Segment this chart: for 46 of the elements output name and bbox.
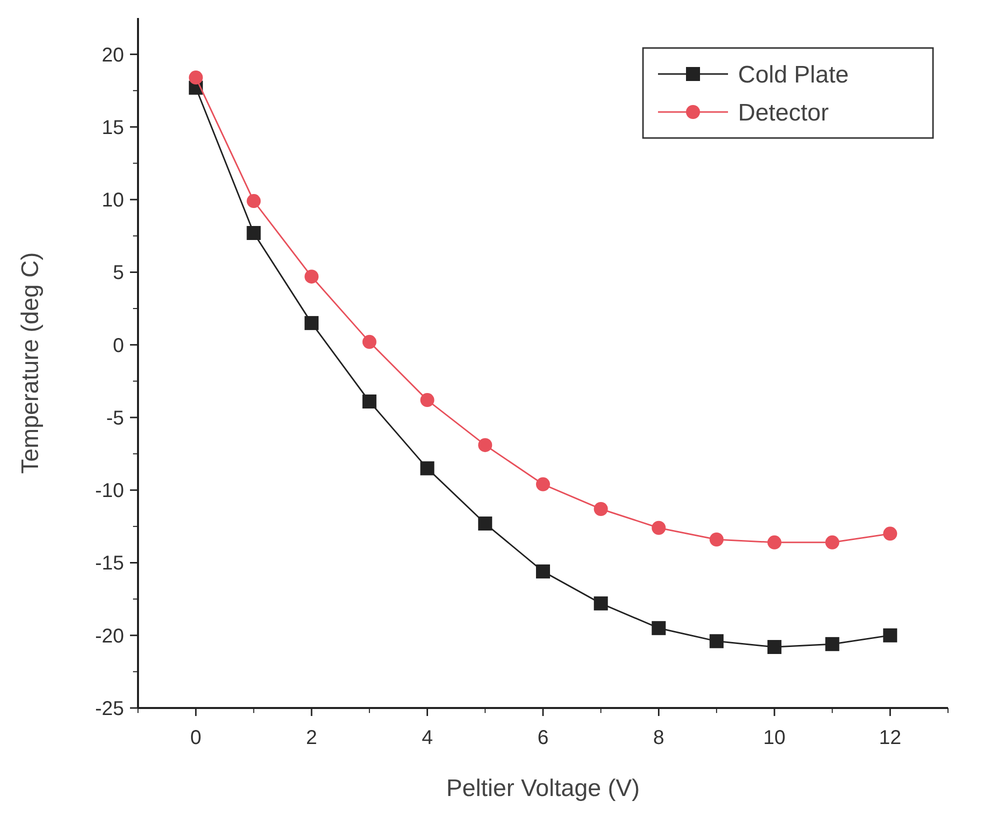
point: [420, 461, 434, 476]
point: [536, 564, 550, 578]
y-tick-label: -15: [95, 552, 124, 575]
point: [420, 393, 434, 408]
y-tick-label: -10: [95, 480, 124, 502]
x-tick-label: 4: [422, 727, 433, 749]
point: [825, 637, 840, 652]
point: [188, 70, 203, 85]
point: [652, 520, 666, 535]
point: [767, 535, 782, 550]
point: [710, 634, 724, 648]
point: [478, 516, 492, 531]
point: [246, 194, 261, 208]
y-tick-label: 5: [112, 262, 124, 284]
point: [767, 640, 782, 654]
point: [825, 535, 840, 550]
legend-label: Detector: [738, 99, 829, 126]
point: [883, 526, 898, 541]
point: [478, 438, 492, 452]
point: [304, 316, 319, 330]
x-tick-label: 12: [879, 727, 902, 749]
point: [652, 621, 666, 636]
y-tick-label: 10: [102, 190, 124, 212]
point: [710, 532, 724, 546]
x-tick-label: 2: [306, 727, 318, 749]
y-tick-label: -5: [106, 407, 124, 430]
point: [594, 596, 608, 610]
y-tick-label: 0: [112, 334, 124, 357]
point: [304, 270, 319, 284]
x-tick-label: 8: [653, 727, 664, 749]
point: [362, 394, 376, 408]
y-tick-label: -20: [95, 625, 124, 648]
y-tick-label: 20: [102, 44, 124, 66]
y-axis-title: Temperature (deg C): [17, 252, 44, 474]
x-axis-title: Peltier Voltage (V): [446, 775, 640, 802]
x-tick-label: 0: [190, 727, 202, 749]
point: [883, 628, 898, 642]
y-tick-label: 15: [102, 116, 124, 139]
x-tick-label: 6: [537, 727, 549, 749]
point: [594, 502, 608, 516]
x-tick-label: 10: [763, 727, 786, 749]
y-tick-label: -25: [95, 698, 124, 720]
point: [536, 477, 550, 492]
point: [362, 334, 376, 349]
legend-label: Cold Plate: [738, 61, 849, 88]
point: [246, 226, 261, 240]
